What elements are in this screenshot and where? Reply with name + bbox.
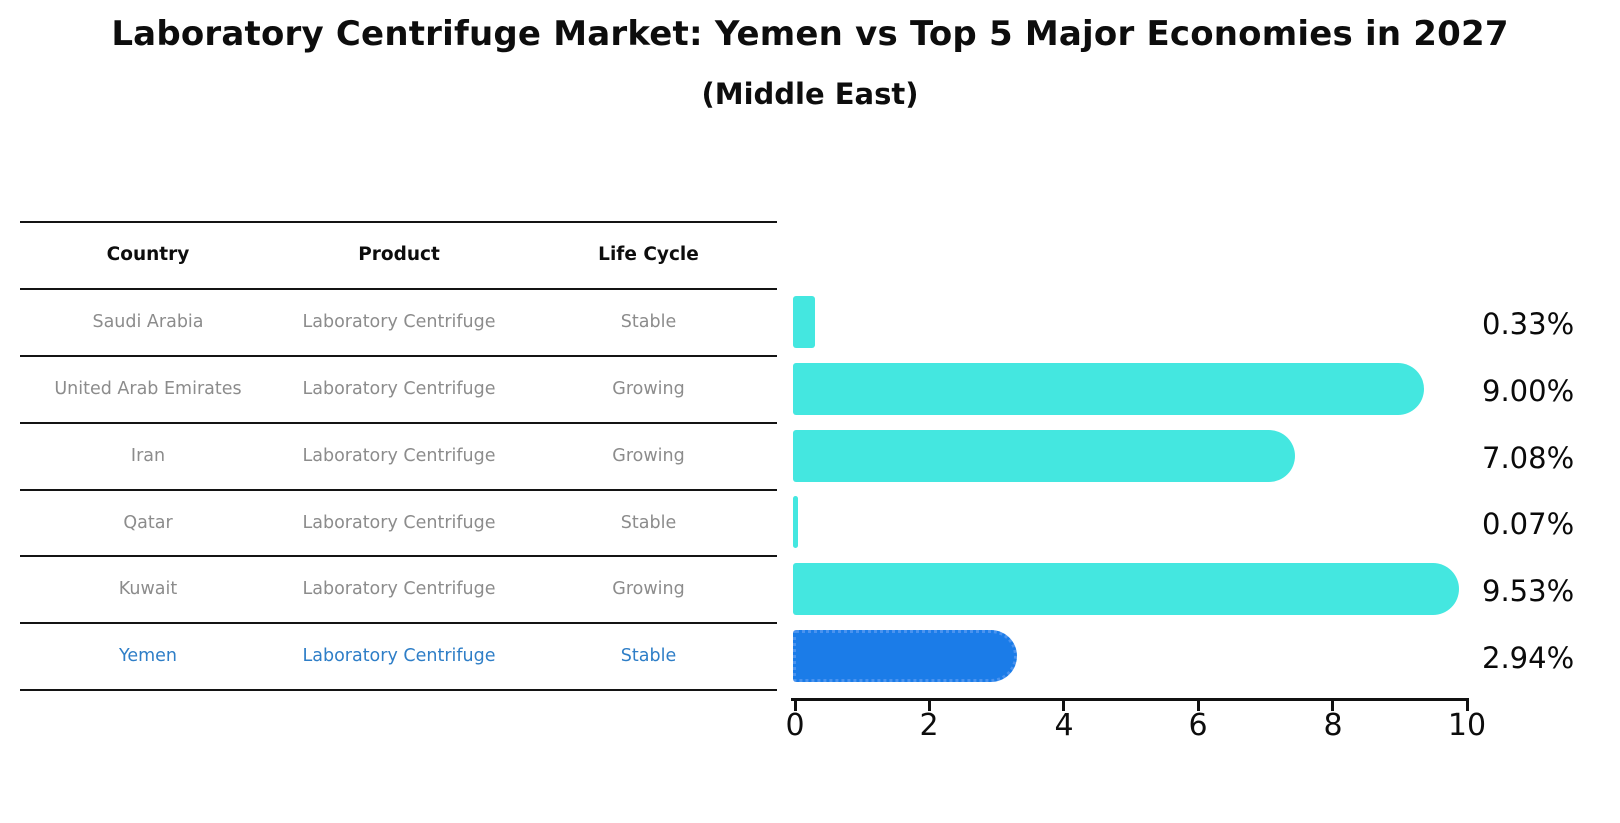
row-divider xyxy=(20,689,777,691)
cell-product: Laboratory Centrifuge xyxy=(302,378,496,399)
value-label: 0.07% xyxy=(1482,507,1575,541)
value-label: 9.53% xyxy=(1482,574,1575,608)
x-axis-tick-label: 2 xyxy=(919,708,939,743)
bar-yemen xyxy=(793,630,1017,682)
page-title: Laboratory Centrifuge Market: Yemen vs T… xyxy=(111,14,1509,54)
cell-country: United Arab Emirates xyxy=(54,378,242,399)
cell-product: Laboratory Centrifuge xyxy=(302,578,496,599)
bar-kuwait xyxy=(793,563,1459,615)
row-divider xyxy=(20,355,777,357)
column-header-country: Country xyxy=(106,244,190,265)
row-divider xyxy=(20,221,777,223)
cell-product: Laboratory Centrifuge xyxy=(302,445,496,466)
x-axis-tick xyxy=(1197,701,1200,711)
cell-life-cycle: Stable xyxy=(620,512,677,533)
value-label: 2.94% xyxy=(1482,641,1575,675)
x-axis-tick-label: 10 xyxy=(1447,708,1487,743)
row-divider xyxy=(20,622,777,624)
cell-life-cycle: Stable xyxy=(620,311,677,332)
row-divider xyxy=(20,288,777,290)
cell-country: Qatar xyxy=(123,512,173,533)
table-header-row: Country Product Life Cycle xyxy=(20,221,777,288)
cell-life-cycle: Growing xyxy=(612,445,685,466)
x-axis-tick-label: 0 xyxy=(785,708,805,743)
bar-qatar xyxy=(793,496,798,548)
x-axis-line xyxy=(791,698,1469,701)
x-axis-tick xyxy=(794,701,797,711)
row-divider xyxy=(20,555,777,557)
x-axis-tick-label: 4 xyxy=(1054,708,1074,743)
table-row: Kuwait Laboratory Centrifuge Growing xyxy=(20,555,777,622)
cell-country: Kuwait xyxy=(118,578,178,599)
value-label: 7.08% xyxy=(1482,441,1575,475)
cell-life-cycle: Growing xyxy=(612,378,685,399)
bar-united-arab-emirates xyxy=(793,363,1424,415)
value-label: 9.00% xyxy=(1482,374,1575,408)
cell-product: Laboratory Centrifuge xyxy=(302,645,496,666)
x-axis-tick xyxy=(928,701,931,711)
column-header-life-cycle: Life Cycle xyxy=(598,244,699,265)
value-label: 0.33% xyxy=(1482,307,1575,341)
bar-saudi-arabia xyxy=(793,296,815,348)
cell-product: Laboratory Centrifuge xyxy=(302,311,496,332)
cell-life-cycle: Growing xyxy=(612,578,685,599)
page-subtitle: (Middle East) xyxy=(701,77,919,111)
cell-product: Laboratory Centrifuge xyxy=(302,512,496,533)
x-axis-tick xyxy=(1466,701,1469,711)
cell-country: Yemen xyxy=(118,645,178,666)
table-row: Yemen Laboratory Centrifuge Stable xyxy=(20,622,777,689)
table-row: Saudi Arabia Laboratory Centrifuge Stabl… xyxy=(20,288,777,355)
cell-life-cycle: Stable xyxy=(620,645,677,666)
row-divider xyxy=(20,489,777,491)
x-axis-tick xyxy=(1331,701,1334,711)
row-divider xyxy=(20,422,777,424)
cell-country: Saudi Arabia xyxy=(92,311,204,332)
column-header-product: Product xyxy=(358,244,440,265)
table-row: United Arab Emirates Laboratory Centrifu… xyxy=(20,355,777,422)
x-axis-tick-label: 8 xyxy=(1323,708,1343,743)
table-row: Qatar Laboratory Centrifuge Stable xyxy=(20,489,777,556)
x-axis-tick-label: 6 xyxy=(1188,708,1208,743)
x-axis-tick xyxy=(1062,701,1065,711)
cell-country: Iran xyxy=(130,445,166,466)
table-row: Iran Laboratory Centrifuge Growing xyxy=(20,422,777,489)
bar-iran xyxy=(793,430,1295,482)
